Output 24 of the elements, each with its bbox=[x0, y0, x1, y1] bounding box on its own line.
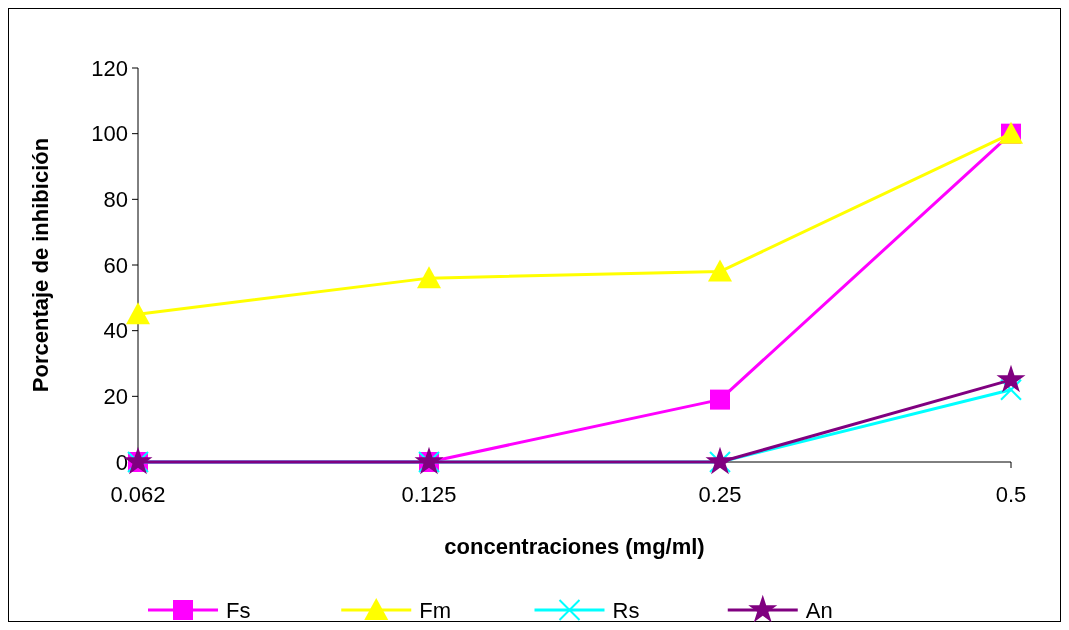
y-tick-label: 0 bbox=[115, 449, 128, 475]
legend-label: Rs bbox=[612, 597, 640, 623]
x-tick-label: 0.062 bbox=[110, 482, 166, 507]
y-tick-label: 100 bbox=[91, 121, 128, 147]
y-tick-label: 60 bbox=[103, 252, 128, 278]
point bbox=[710, 389, 730, 410]
y-tick-label: 80 bbox=[103, 187, 128, 213]
x-tick-label: 0.125 bbox=[401, 482, 457, 507]
point bbox=[708, 259, 732, 282]
legend-label: Fm bbox=[419, 597, 452, 623]
legend-label: Fs bbox=[226, 597, 251, 623]
y-tick-label: 40 bbox=[103, 318, 128, 344]
point bbox=[996, 364, 1026, 393]
x-axis-title: concentraciones (mg/ml) bbox=[444, 534, 705, 559]
y-tick-label: 20 bbox=[103, 384, 128, 410]
y-axis-title: Porcentaje de inhibición bbox=[28, 137, 53, 393]
point bbox=[417, 266, 441, 289]
x-tick-label: 0.25 bbox=[698, 482, 742, 507]
x-tick-label: 0.5 bbox=[995, 482, 1027, 507]
legend-label: An bbox=[805, 597, 833, 623]
point bbox=[126, 302, 150, 325]
point bbox=[705, 446, 735, 475]
point bbox=[414, 446, 444, 475]
y-tick-label: 120 bbox=[91, 55, 128, 81]
